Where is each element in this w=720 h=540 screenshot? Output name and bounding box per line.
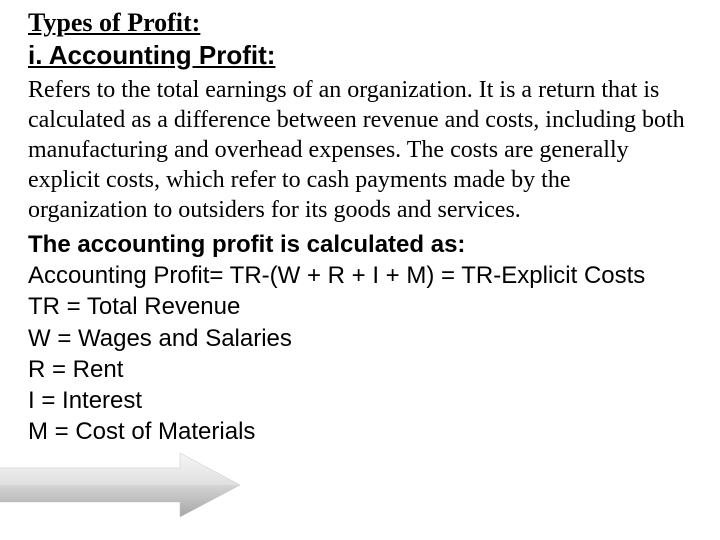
body-paragraph: Refers to the total earnings of an organ… [28,75,692,225]
calc-heading: The accounting profit is calculated as: [28,229,692,260]
def-r: R = Rent [28,354,692,385]
def-i: I = Interest [28,385,692,416]
sub-heading: i. Accounting Profit: [28,40,692,71]
def-tr: TR = Total Revenue [28,291,692,322]
arrow-decoration-icon [0,450,240,520]
def-m: M = Cost of Materials [28,416,692,447]
formula-line: Accounting Profit= TR-(W + R + I + M) = … [28,260,692,291]
def-w: W = Wages and Salaries [28,323,692,354]
main-heading: Types of Profit: [28,8,692,38]
